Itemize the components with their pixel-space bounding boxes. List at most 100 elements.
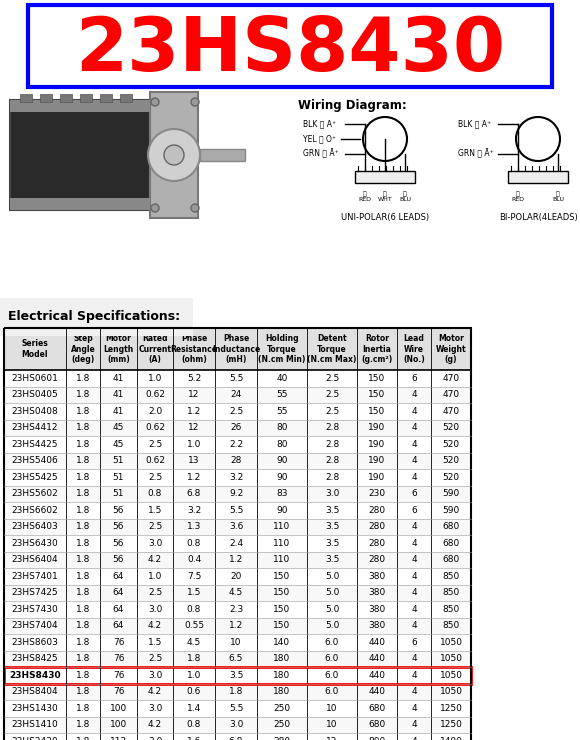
Text: 2.4: 2.4: [229, 539, 243, 548]
Text: 1050: 1050: [440, 638, 462, 647]
Text: 1.8: 1.8: [76, 737, 90, 740]
Text: 红
RED: 红 RED: [512, 191, 524, 203]
Text: 1.8: 1.8: [76, 522, 90, 531]
Circle shape: [191, 204, 199, 212]
Text: 0.62: 0.62: [145, 457, 165, 465]
Text: 110: 110: [273, 522, 291, 531]
Text: 150: 150: [273, 605, 291, 613]
Text: 5.5: 5.5: [229, 704, 243, 713]
Text: 56: 56: [113, 555, 124, 564]
Text: 150: 150: [368, 374, 386, 383]
Text: 1.2: 1.2: [187, 473, 201, 482]
Text: 1.8: 1.8: [76, 555, 90, 564]
Text: 1.8: 1.8: [76, 670, 90, 680]
Text: 1400: 1400: [440, 737, 462, 740]
Bar: [4, 328, 471, 740]
Text: 41: 41: [113, 390, 124, 400]
Text: 23HS8430: 23HS8430: [75, 13, 505, 87]
Bar: [4, 617, 471, 634]
Text: 4.2: 4.2: [148, 720, 162, 729]
Text: 380: 380: [368, 572, 386, 581]
Text: 6.8: 6.8: [229, 737, 243, 740]
Text: 3.0: 3.0: [148, 539, 162, 548]
Text: 1050: 1050: [440, 687, 462, 696]
Text: Rotor
Inertia
(g.cm²): Rotor Inertia (g.cm²): [361, 334, 393, 364]
Text: 6: 6: [411, 505, 417, 515]
Text: 440: 440: [368, 670, 386, 680]
Bar: [4, 502, 471, 519]
Text: 2.5: 2.5: [148, 654, 162, 663]
Text: 1.0: 1.0: [187, 440, 201, 448]
Text: Phase
Inductance
(mH): Phase Inductance (mH): [212, 334, 260, 364]
Text: 680: 680: [443, 539, 459, 548]
Text: 1.8: 1.8: [76, 407, 90, 416]
Text: Motor
Length
(mm): Motor Length (mm): [103, 334, 133, 364]
Circle shape: [148, 129, 200, 181]
Text: 1.8: 1.8: [76, 473, 90, 482]
Text: 2.8: 2.8: [325, 440, 339, 448]
Text: 190: 190: [368, 457, 386, 465]
Text: BLK 黑 A⁠⁺: BLK 黑 A⁠⁺: [303, 119, 336, 129]
Text: 6: 6: [411, 489, 417, 498]
Text: 4: 4: [411, 539, 417, 548]
Text: BLK 黑 A⁺: BLK 黑 A⁺: [458, 119, 491, 129]
Text: 110: 110: [273, 555, 291, 564]
Bar: [4, 386, 471, 403]
Bar: [4, 568, 471, 585]
Text: 4: 4: [411, 670, 417, 680]
Text: 1.8: 1.8: [76, 720, 90, 729]
Text: 250: 250: [273, 720, 291, 729]
Text: 蓝
BLU: 蓝 BLU: [399, 191, 411, 203]
Text: 3.5: 3.5: [325, 505, 339, 515]
Text: 150: 150: [273, 588, 291, 597]
Text: 23HS8404: 23HS8404: [12, 687, 59, 696]
Text: 1.8: 1.8: [76, 654, 90, 663]
Text: 0.55: 0.55: [184, 622, 204, 630]
Text: 1.8: 1.8: [76, 588, 90, 597]
Text: 23HS0408: 23HS0408: [12, 407, 59, 416]
Text: 1.8: 1.8: [76, 489, 90, 498]
Text: 3.6: 3.6: [229, 522, 243, 531]
Text: 380: 380: [368, 605, 386, 613]
Text: 3.0: 3.0: [148, 737, 162, 740]
Text: 2.5: 2.5: [229, 407, 243, 416]
Text: 800: 800: [368, 737, 386, 740]
Text: 0.8: 0.8: [187, 720, 201, 729]
Bar: [150, 92, 198, 218]
Text: 5.2: 5.2: [187, 374, 201, 383]
Text: 12: 12: [188, 423, 200, 432]
Text: 23HS6404: 23HS6404: [12, 555, 59, 564]
Text: Wiring Diagram:: Wiring Diagram:: [298, 99, 407, 112]
Circle shape: [151, 204, 159, 212]
Text: 2.5: 2.5: [325, 374, 339, 383]
Text: 280: 280: [368, 555, 386, 564]
Text: 23HS8430: 23HS8430: [9, 670, 61, 680]
Text: Series
Model: Series Model: [21, 340, 48, 359]
Text: 250: 250: [273, 704, 291, 713]
Text: 2.5: 2.5: [325, 390, 339, 400]
Text: 4: 4: [411, 622, 417, 630]
Text: 100: 100: [110, 704, 127, 713]
Text: 6: 6: [411, 638, 417, 647]
Bar: [4, 650, 471, 667]
Text: 4: 4: [411, 687, 417, 696]
Text: 1.6: 1.6: [187, 737, 201, 740]
Text: 2.5: 2.5: [148, 440, 162, 448]
Text: 23HS4425: 23HS4425: [12, 440, 58, 448]
Text: 0.6: 0.6: [187, 687, 201, 696]
Text: GRN 綠 Ā⁺: GRN 綠 Ā⁺: [303, 149, 339, 159]
Text: 190: 190: [368, 440, 386, 448]
Bar: [60, 94, 72, 102]
Text: 3.5: 3.5: [229, 670, 243, 680]
Text: 380: 380: [368, 588, 386, 597]
Text: 23HS5425: 23HS5425: [12, 473, 59, 482]
Text: 4.5: 4.5: [229, 588, 243, 597]
Text: 520: 520: [443, 473, 459, 482]
Text: 850: 850: [443, 572, 459, 581]
Text: 23HS6602: 23HS6602: [12, 505, 59, 515]
Text: 380: 380: [368, 622, 386, 630]
Text: 440: 440: [368, 687, 386, 696]
Text: 6.8: 6.8: [187, 489, 201, 498]
Text: 76: 76: [113, 687, 124, 696]
Bar: [4, 403, 471, 420]
